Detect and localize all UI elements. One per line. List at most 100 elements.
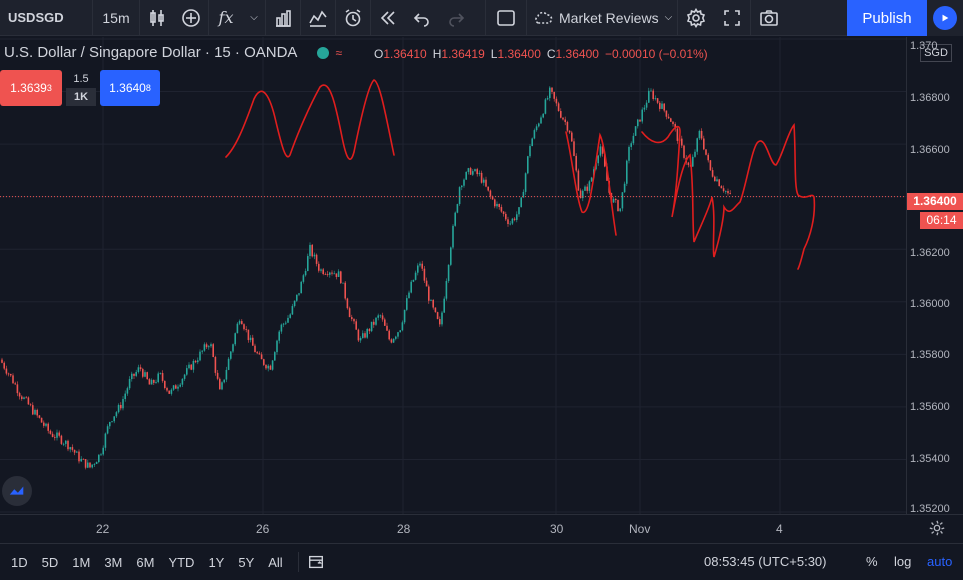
time-label: 26 — [256, 522, 270, 536]
candle — [544, 98, 547, 115]
range-1y-button[interactable]: 1Y — [208, 554, 225, 570]
symbol-search-button[interactable]: USDSGD — [0, 0, 92, 36]
line-chart-icon — [309, 10, 327, 27]
layout-name-dropdown[interactable]: Market Reviews ⌵ — [527, 0, 677, 36]
buy-pip: 8 — [145, 83, 151, 93]
candle — [480, 170, 483, 184]
candle — [703, 135, 705, 151]
layout-button[interactable] — [486, 0, 526, 36]
candle — [560, 108, 562, 119]
candle — [150, 378, 153, 385]
range-3m-button[interactable]: 3M — [104, 554, 123, 570]
candle — [500, 204, 503, 213]
undo-button[interactable] — [405, 0, 439, 36]
time-scale[interactable] — [0, 514, 963, 542]
range-all-button[interactable]: All — [268, 554, 283, 570]
candle — [568, 130, 571, 135]
candle — [179, 382, 181, 388]
candle — [43, 420, 45, 428]
indicators-dropdown[interactable]: ⌵ — [243, 0, 265, 36]
brush-drawing[interactable] — [225, 79, 395, 160]
candle — [590, 176, 593, 183]
alert-button[interactable] — [336, 0, 370, 36]
square-icon — [497, 9, 515, 26]
candle — [542, 113, 544, 119]
candle — [326, 270, 329, 277]
date-range-icon[interactable] — [307, 553, 325, 571]
candle — [296, 294, 298, 302]
brush-drawing[interactable] — [565, 122, 816, 270]
indicators-button[interactable]: fx — [209, 0, 243, 36]
camera-icon — [760, 9, 778, 26]
replay-play-button[interactable] — [927, 0, 963, 36]
candle — [304, 268, 307, 277]
candle — [687, 161, 690, 168]
candle — [716, 176, 718, 183]
candle — [722, 185, 725, 193]
tradingview-logo[interactable] — [2, 476, 32, 506]
candles-style-button[interactable] — [140, 0, 174, 36]
range-5y-button[interactable]: 5Y — [238, 554, 255, 570]
candle — [683, 144, 685, 160]
price-chart[interactable] — [0, 37, 906, 514]
range-6m-button[interactable]: 6M — [136, 554, 155, 570]
candle — [16, 381, 19, 397]
range-5d-button[interactable]: 5D — [41, 554, 59, 570]
time-label: 4 — [776, 522, 783, 536]
divider — [139, 0, 140, 36]
publish-button[interactable]: Publish — [847, 0, 927, 36]
fullscreen-button[interactable] — [714, 0, 750, 36]
settings-button[interactable] — [678, 0, 714, 36]
candle — [727, 188, 729, 196]
interval-button[interactable]: 15m — [93, 0, 139, 36]
range-ytd-button[interactable]: YTD — [168, 554, 195, 570]
candle — [148, 378, 151, 385]
snapshot-button[interactable] — [751, 0, 787, 36]
candle — [38, 414, 41, 419]
currency-button[interactable]: SGD — [920, 44, 952, 62]
play-icon — [933, 6, 957, 30]
range-1m-button[interactable]: 1M — [72, 554, 91, 570]
percent-toggle[interactable]: % — [866, 554, 878, 569]
candle — [89, 462, 91, 469]
price-scale[interactable] — [906, 37, 963, 514]
range-1d-button[interactable]: 1D — [11, 554, 28, 570]
candle — [276, 339, 278, 355]
templates-button[interactable] — [301, 0, 335, 36]
candle — [131, 371, 133, 382]
replay-button[interactable] — [371, 0, 405, 36]
compare-button[interactable] — [174, 0, 208, 36]
symbol-label: USDSGD — [8, 10, 64, 25]
scale-settings-gear-icon[interactable] — [928, 519, 946, 537]
candle — [401, 320, 404, 332]
candle — [111, 421, 113, 423]
timezone-clock[interactable]: 08:53:45 (UTC+5:30) — [704, 554, 827, 569]
divider — [300, 0, 301, 36]
candle — [643, 104, 646, 112]
candle — [368, 328, 371, 335]
candle — [36, 408, 38, 418]
candle — [216, 369, 219, 381]
candle — [78, 449, 80, 464]
quantity-button[interactable]: 1K — [66, 88, 96, 106]
divider — [526, 0, 527, 36]
redo-button[interactable] — [439, 0, 473, 36]
buy-button[interactable]: 1.3640 8 — [100, 70, 160, 106]
candle — [62, 442, 65, 447]
auto-toggle[interactable]: auto — [927, 554, 953, 569]
candle — [384, 317, 386, 326]
financials-button[interactable] — [266, 0, 300, 36]
candle — [436, 311, 439, 320]
candle — [478, 170, 481, 177]
candle — [307, 253, 309, 272]
sell-button[interactable]: 1.3639 3 — [0, 70, 62, 106]
candle — [538, 122, 540, 128]
candle — [588, 180, 591, 194]
candle — [67, 439, 69, 452]
candle — [584, 185, 586, 192]
candle — [661, 101, 663, 110]
candle — [564, 116, 566, 126]
candle — [122, 396, 124, 411]
candle — [302, 273, 305, 284]
log-toggle[interactable]: log — [894, 554, 912, 569]
